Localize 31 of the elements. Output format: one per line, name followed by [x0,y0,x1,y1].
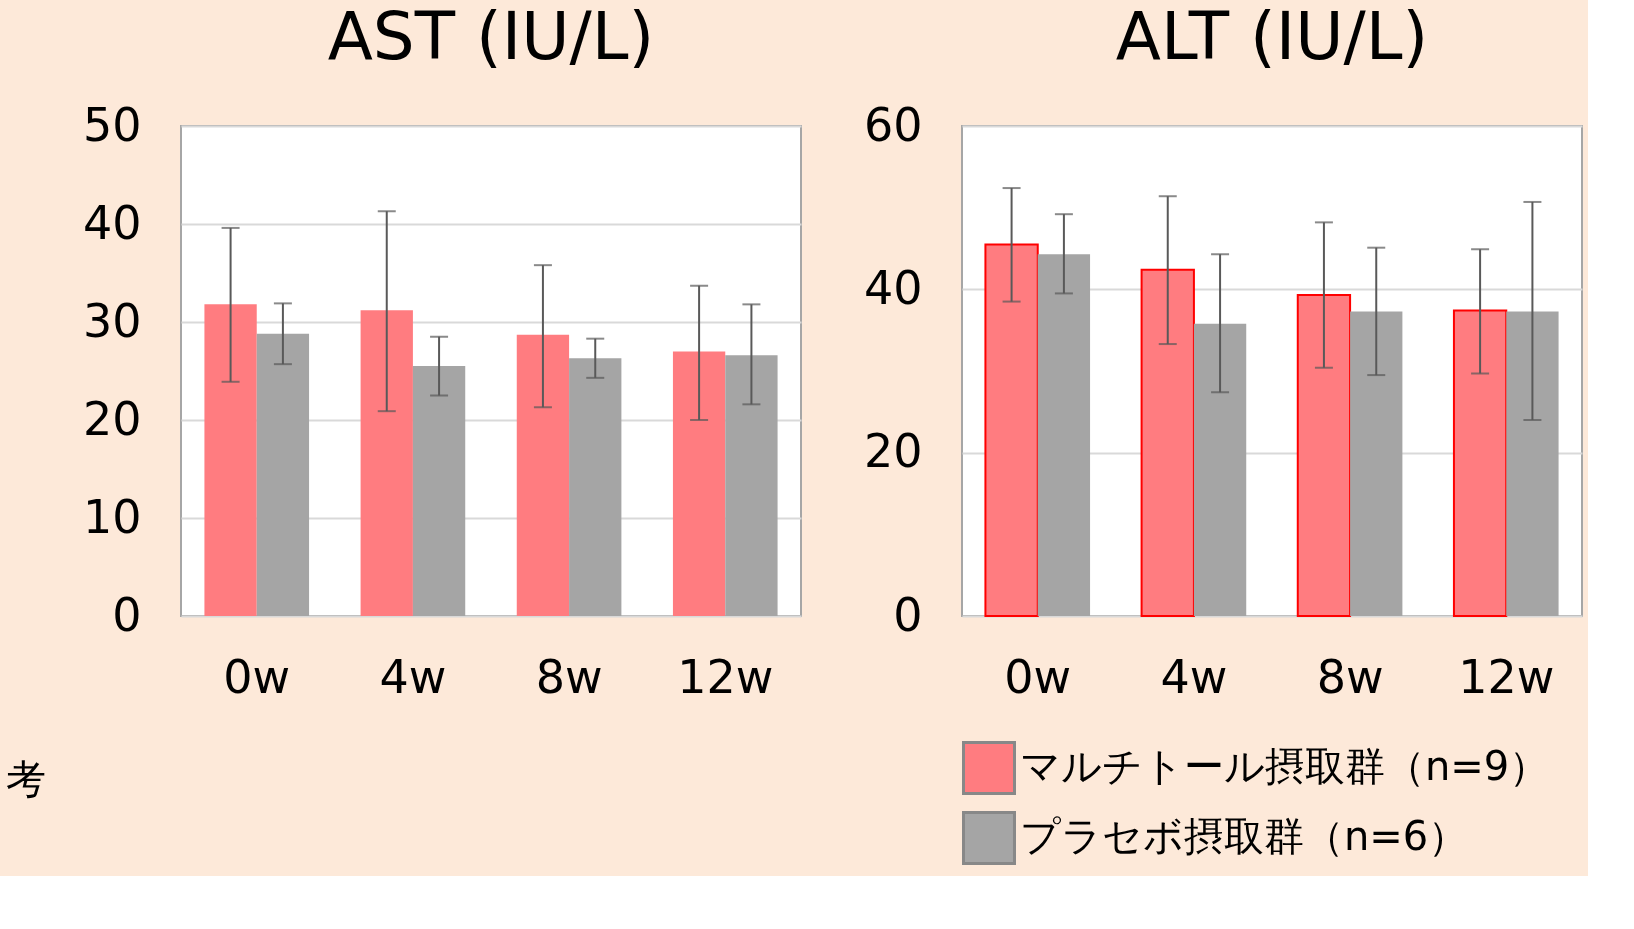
bar [984,243,1039,617]
x-tick-label: 4w [379,649,447,704]
x-tick-label: 0w [1004,649,1072,704]
bar [360,310,413,616]
y-tick-label: 50 [82,97,142,152]
y-tick-label: 0 [893,587,923,642]
y-tick-label: 0 [112,587,142,642]
bar [672,351,726,616]
chart-title: AST (IU/L) [327,0,655,75]
bar [204,304,257,616]
chart-title: ALT (IU/L) [1115,0,1429,75]
x-tick-label: 8w [1316,649,1384,704]
y-tick-label: 20 [863,424,923,479]
x-tick-label: 0w [223,649,291,704]
x-tick-label: 4w [1160,649,1228,704]
y-tick-label: 30 [82,293,142,348]
legend-label: プラセボ摂取群（n=6） [1020,813,1469,859]
x-tick-label: 8w [535,649,603,704]
bar [1140,268,1195,617]
bar [1296,294,1352,617]
y-tick-label: 60 [863,97,923,152]
y-tick-label: 40 [863,260,923,315]
bar [516,334,570,616]
legend-label: マルチトール摂取群（n=9） [1020,743,1550,789]
y-tick-label: 20 [82,391,142,446]
y-tick-label: 40 [82,195,142,250]
x-tick-label: 12w [677,649,774,704]
x-tick-label: 12w [1458,649,1555,704]
y-tick-label: 10 [82,489,142,544]
bar [1452,309,1508,617]
text: 考 [6,756,46,802]
